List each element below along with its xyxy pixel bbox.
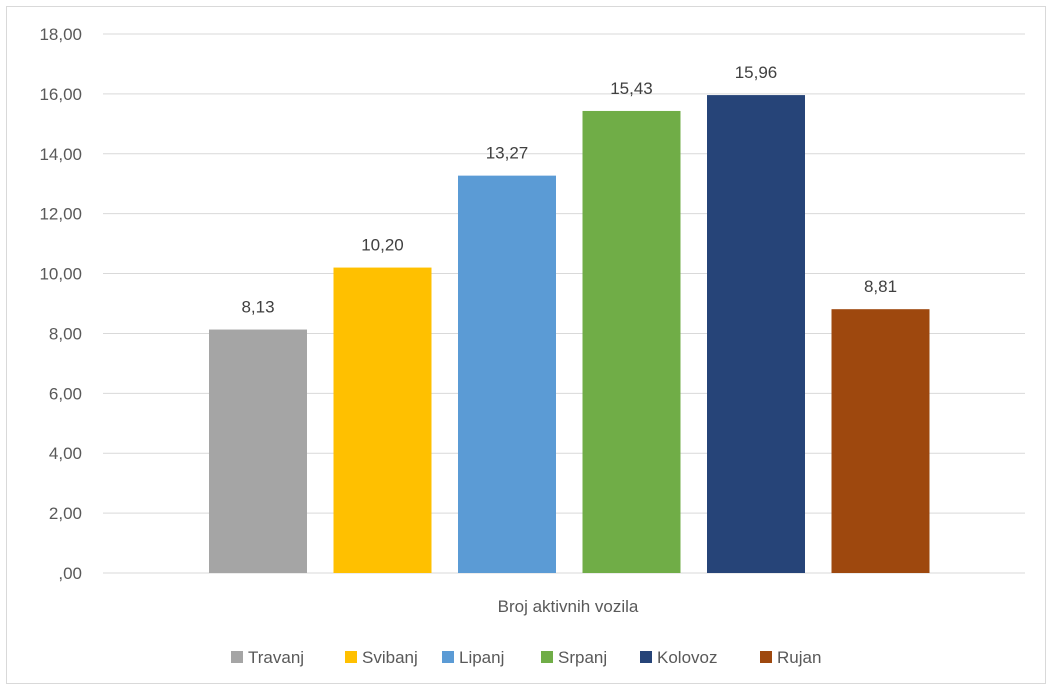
data-label-svibanj: 10,20 bbox=[361, 236, 404, 255]
legend-swatch-srpanj bbox=[541, 651, 553, 663]
y-tick-label: ,00 bbox=[58, 564, 82, 583]
data-label-srpanj: 15,43 bbox=[610, 79, 653, 98]
y-tick-label: 8,00 bbox=[49, 324, 82, 343]
y-axis-ticks: ,00 2,00 4,00 6,00 8,00 10,00 12,00 14,00 16,00 1… bbox=[39, 25, 82, 583]
y-tick-label: 18,00 bbox=[39, 25, 82, 44]
y-tick-label: 16,00 bbox=[39, 85, 82, 104]
bar-lipanj bbox=[458, 175, 556, 574]
bar-srpanj bbox=[582, 110, 681, 574]
y-tick-label: 12,00 bbox=[39, 205, 82, 224]
legend-swatch-travanj bbox=[231, 651, 243, 663]
bar-rujan bbox=[831, 309, 930, 573]
bar-travanj bbox=[209, 329, 307, 573]
bar-kolovoz bbox=[707, 95, 805, 573]
legend-swatch-lipanj bbox=[442, 651, 454, 663]
y-tick-label: 10,00 bbox=[39, 265, 82, 284]
data-labels: 8,13 10,20 13,27 15,43 15,96 8,81 bbox=[241, 63, 897, 316]
legend-swatch-kolovoz bbox=[640, 651, 652, 663]
legend-label-svibanj: Svibanj bbox=[362, 648, 418, 667]
data-label-lipanj: 13,27 bbox=[486, 144, 529, 163]
legend-swatch-svibanj bbox=[345, 651, 357, 663]
legend-swatch-rujan bbox=[760, 651, 772, 663]
bar-svibanj bbox=[333, 267, 432, 573]
y-tick-label: 14,00 bbox=[39, 145, 82, 164]
legend-label-srpanj: Srpanj bbox=[558, 648, 607, 667]
y-tick-label: 6,00 bbox=[49, 384, 82, 403]
legend-label-travanj: Travanj bbox=[248, 648, 304, 667]
category-label: Broj aktivnih vozila bbox=[498, 597, 639, 616]
legend: Travanj Svibanj Lipanj Srpanj Kolovoz Rujan bbox=[231, 648, 821, 667]
y-tick-label: 4,00 bbox=[49, 444, 82, 463]
data-label-travanj: 8,13 bbox=[241, 298, 274, 317]
bars bbox=[209, 95, 930, 574]
data-label-rujan: 8,81 bbox=[864, 277, 897, 296]
y-tick-label: 2,00 bbox=[49, 504, 82, 523]
legend-label-kolovoz: Kolovoz bbox=[657, 648, 717, 667]
legend-label-rujan: Rujan bbox=[777, 648, 821, 667]
legend-label-lipanj: Lipanj bbox=[459, 648, 504, 667]
data-label-kolovoz: 15,96 bbox=[735, 63, 778, 82]
